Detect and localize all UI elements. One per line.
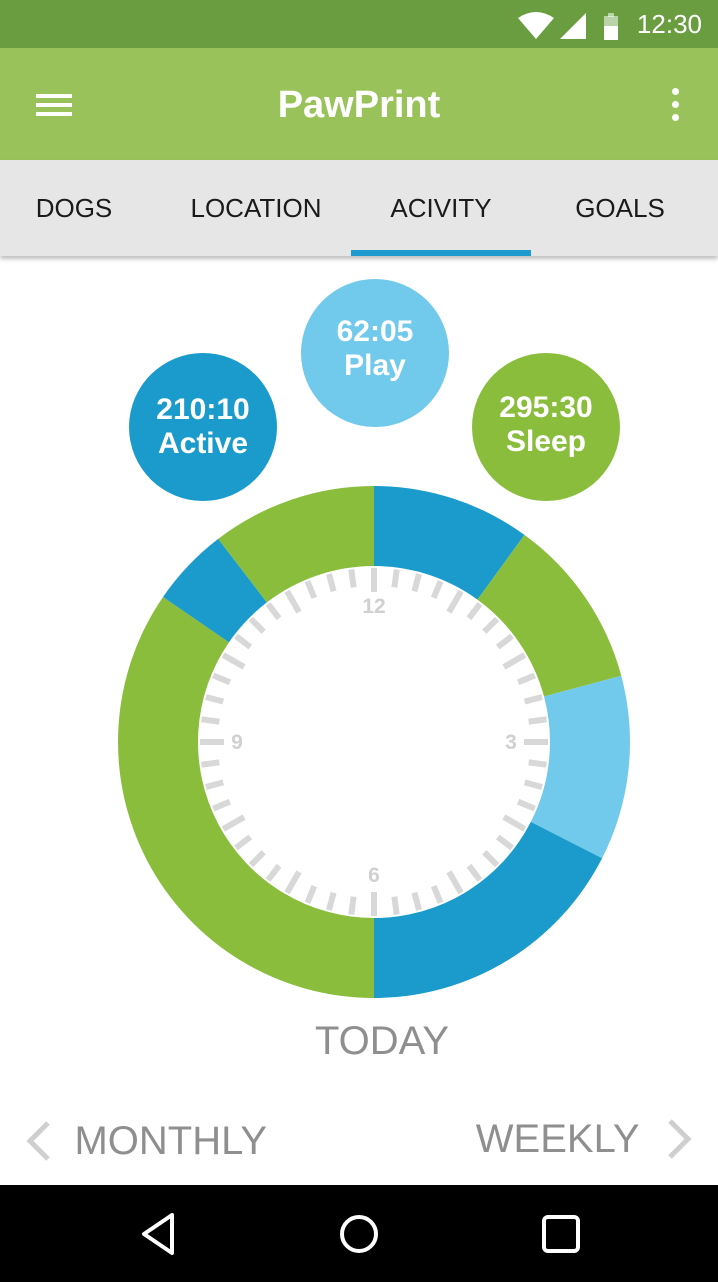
- tab-dogs[interactable]: DOGS: [35, 193, 113, 223]
- clock-tick: [516, 672, 536, 686]
- clock-tick: [482, 616, 500, 634]
- status-icons: [518, 12, 618, 40]
- clock-tick: [482, 850, 500, 868]
- system-nav-bar: [0, 1185, 718, 1282]
- segment-active: [374, 821, 603, 998]
- cell-signal-icon: [560, 13, 586, 39]
- wifi-icon: [518, 12, 554, 39]
- clock-tick: [326, 891, 337, 911]
- tab-activity[interactable]: ACIVITY: [390, 193, 492, 223]
- hamburger-menu-icon[interactable]: [26, 82, 84, 128]
- clock-tick: [221, 814, 246, 832]
- clock-tick: [430, 884, 444, 904]
- clock-tick: [304, 884, 318, 904]
- clock-tick: [205, 779, 225, 790]
- clock-tick: [248, 850, 266, 868]
- clock-tick: [446, 589, 464, 614]
- clock-tick: [502, 814, 527, 832]
- clock-tick: [265, 863, 282, 882]
- clock-tick: [265, 602, 282, 621]
- clock-tick: [495, 633, 514, 650]
- clock-tick: [205, 694, 225, 705]
- clock-tick: [212, 798, 232, 812]
- hour-label-3: 3: [505, 731, 517, 754]
- hour-label-12: 12: [362, 595, 385, 618]
- clock-tick: [523, 779, 543, 790]
- clock-tick: [221, 652, 246, 670]
- play-bubble[interactable]: 62:05 Play: [301, 279, 449, 427]
- clock-tick: [411, 573, 422, 593]
- segment-play: [530, 675, 630, 859]
- tab-location[interactable]: LOCATION: [190, 193, 322, 223]
- clock-tick: [212, 672, 232, 686]
- tab-indicator: [351, 250, 531, 256]
- sleep-time: 295:30: [499, 391, 593, 424]
- clock-tick: [466, 602, 483, 621]
- segment-sleep: [218, 486, 374, 603]
- clock-tick: [495, 834, 514, 851]
- clock-tick: [201, 759, 220, 768]
- clock-tick: [430, 580, 444, 600]
- clock-tick: [411, 891, 422, 911]
- clock-tick: [234, 633, 253, 650]
- segment-sleep: [118, 597, 374, 998]
- clock-tick: [391, 569, 400, 588]
- tab-bar: DOGS LOCATION ACIVITY GOALS: [0, 160, 718, 256]
- chevron-left-icon: [26, 1121, 50, 1161]
- clock-tick: [304, 580, 318, 600]
- clock-tick: [528, 759, 547, 768]
- clock-tick: [348, 896, 357, 915]
- clock-tick: [284, 870, 302, 895]
- more-vert-icon[interactable]: [654, 82, 698, 128]
- weekly-nav-button[interactable]: WEEKLY: [476, 1114, 694, 1164]
- play-label: Play: [344, 349, 406, 382]
- battery-icon: [604, 13, 618, 40]
- clock-tick: [391, 896, 400, 915]
- active-label: Active: [157, 427, 249, 460]
- activity-clock-dial: 12 3 6 9: [118, 486, 630, 998]
- app-title: PawPrint: [277, 84, 441, 126]
- clock-tick: [446, 870, 464, 895]
- clock-tick: [502, 652, 527, 670]
- hour-label-6: 6: [368, 864, 380, 887]
- clock-tick: [523, 694, 543, 705]
- back-icon[interactable]: [134, 1209, 184, 1259]
- chevron-right-icon: [668, 1119, 692, 1159]
- active-time: 210:10: [156, 393, 250, 426]
- home-icon[interactable]: [334, 1209, 384, 1259]
- hour-label-9: 9: [231, 731, 243, 754]
- clock-tick: [234, 834, 253, 851]
- segment-sleep: [477, 534, 622, 697]
- clock-tick: [348, 569, 357, 588]
- active-bubble[interactable]: 210:10 Active: [129, 353, 277, 501]
- tab-goals[interactable]: GOALS: [575, 193, 665, 223]
- sleep-bubble[interactable]: 295:30 Sleep: [472, 353, 620, 501]
- clock-tick: [326, 573, 337, 593]
- clock-tick: [516, 798, 536, 812]
- weekly-label: WEEKLY: [475, 1117, 640, 1161]
- clock-tick: [466, 863, 483, 882]
- segment-active: [374, 486, 525, 600]
- sleep-label: Sleep: [505, 425, 587, 458]
- monthly-label: MONTHLY: [74, 1119, 268, 1163]
- clock-tick: [284, 589, 302, 614]
- play-time: 62:05: [336, 315, 414, 348]
- recents-icon[interactable]: [536, 1209, 586, 1259]
- clock-tick: [528, 716, 547, 725]
- segment-active: [163, 538, 267, 643]
- status-time: 12:30: [636, 9, 702, 39]
- monthly-nav-button[interactable]: MONTHLY: [24, 1116, 267, 1166]
- status-bar: 12:30: [0, 0, 718, 48]
- app-bar: PawPrint: [0, 48, 718, 160]
- clock-tick: [201, 716, 220, 725]
- clock-tick: [248, 616, 266, 634]
- period-label-today: TODAY: [314, 1019, 450, 1063]
